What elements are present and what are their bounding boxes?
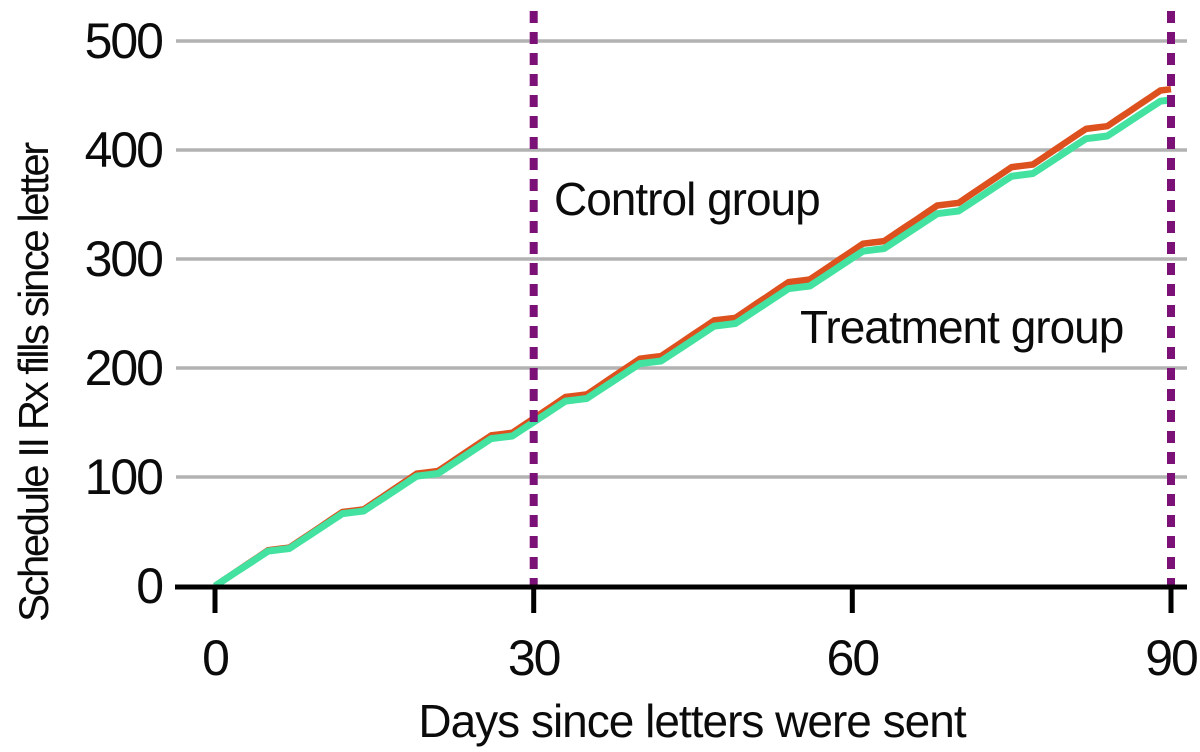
y-tick-label-0: 0 <box>136 558 164 614</box>
treatment-group-label: Treatment group <box>800 301 1124 353</box>
x-tick-label-60: 60 <box>826 630 881 686</box>
x-tick-label-0: 0 <box>202 630 230 686</box>
x-axis <box>175 584 1187 613</box>
gridlines <box>176 39 1187 479</box>
treatment-group-line <box>213 96 1172 589</box>
control-group-label: Control group <box>554 173 821 225</box>
y-tick-label-500: 500 <box>84 13 164 69</box>
y-tick-label-200: 200 <box>84 340 164 396</box>
x-axis-title: Days since letters were sent <box>418 695 966 747</box>
y-tick-label-400: 400 <box>84 122 164 178</box>
reference-lines <box>529 11 1175 585</box>
series-lines <box>213 85 1172 589</box>
y-tick-label-100: 100 <box>84 449 164 505</box>
x-tick-label-30: 30 <box>507 630 562 686</box>
y-tick-label-300: 300 <box>84 231 164 287</box>
x-tick-label-90: 90 <box>1145 630 1199 686</box>
